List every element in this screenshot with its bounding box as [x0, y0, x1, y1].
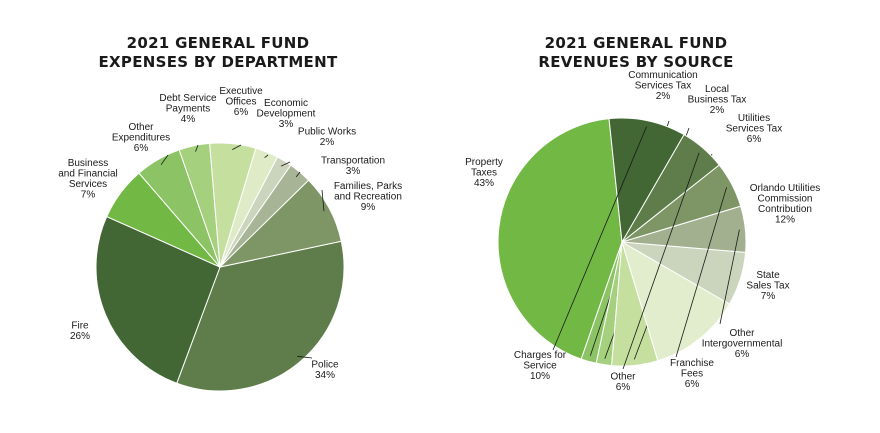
slice-label-communication-services-tax: Communication Services Tax 2% [628, 70, 697, 102]
revenues-pie-chart: Property Taxes 43% Communication Services Ta… [465, 70, 820, 393]
slice-label-economic-development: Economic Development 3% [257, 98, 316, 130]
slice-label-other-intergovernmental: Other Intergovernmental 6% [702, 328, 783, 360]
leader-line-transportation [295, 171, 301, 178]
expenses-pie-chart: Police 34% Fire 26% Business and Financial Ser… [58, 86, 402, 392]
slice-label-public-works: Public Works 2% [298, 126, 356, 148]
leader-line-police [297, 355, 313, 359]
leader-line-families-parks-and-recreation [321, 189, 325, 212]
slice-label-local-business-tax: Local Business Tax 2% [688, 84, 747, 116]
slice-label-business-and-financial-services: Business and Financial Services 7% [58, 158, 117, 201]
pie-slice-orlando-utilities-commission-contribution [621, 240, 731, 362]
pie-slice-fire [95, 215, 221, 384]
leader-line-executive-offices [232, 144, 242, 150]
pie-slice-police [176, 240, 345, 392]
leader-line-other [622, 152, 700, 370]
slice-label-utilities-services-tax: Utilities Services Tax 6% [726, 113, 783, 145]
leader-line-charges-for-service [552, 126, 647, 351]
slice-label-transportation: Transportation 3% [321, 155, 385, 177]
slice-label-property-taxes: Property Taxes 43% [465, 157, 503, 189]
slice-label-fire: Fire 26% [70, 320, 90, 342]
slice-label-executive-offices: Executive Offices 6% [219, 86, 263, 118]
leader-line-other-expenditures [160, 154, 169, 166]
slice-label-other-expenditures: Other Expenditures 6% [112, 122, 170, 154]
revenues-chart-title: 2021 GENERAL FUND REVENUES BY SOURCE [538, 34, 734, 71]
leader-line-franchise-fees [675, 187, 727, 358]
leader-line-economic-development [264, 154, 269, 159]
leader-line-other-intergovernmental [719, 229, 740, 325]
slice-label-charges-for-service: Charges for Service 10% [514, 350, 567, 382]
slice-label-other: Other 6% [610, 371, 636, 393]
slice-label-debt-service-payments: Debt Service Payments 4% [159, 93, 217, 125]
leader-line-public-works [280, 161, 291, 167]
pie-slice-property-taxes [497, 118, 623, 360]
expenses-chart-title: 2021 GENERAL FUND EXPENSES BY DEPARTMENT [98, 34, 338, 71]
slice-label-orlando-utilities-commission-contribution: Orlando Utilities Commission Contribution 1… [750, 183, 821, 226]
slice-label-franchise-fees: Franchise Fees 6% [670, 358, 714, 390]
slice-label-state-sales-tax: State Sales Tax 7% [746, 270, 789, 302]
pie-slice-charges-for-service [608, 117, 685, 244]
leader-line-debt-service-payments [195, 144, 199, 152]
slice-label-police: Police 34% [311, 359, 339, 381]
pie-slice-families-parks-and-recreation [218, 179, 342, 268]
slice-label-families-parks-and-recreation: Families, Parks and Recreation 9% [334, 181, 402, 213]
